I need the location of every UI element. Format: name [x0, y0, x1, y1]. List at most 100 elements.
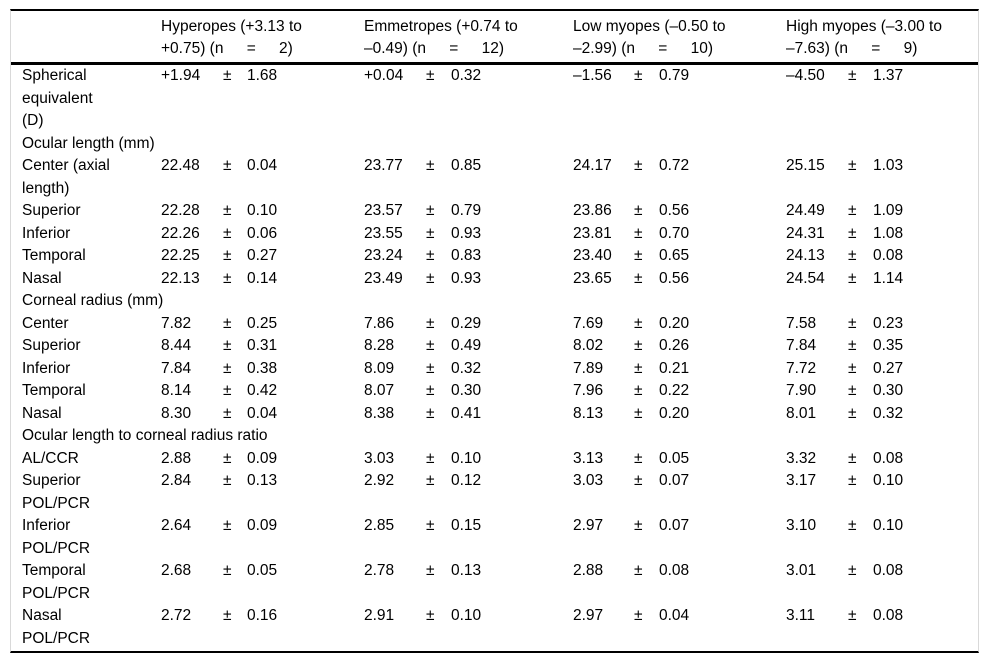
plus-minus-sign: ±	[634, 269, 643, 287]
header-hyperopes: Hyperopes (+3.13 to +0.75) (n = 2)	[161, 16, 364, 62]
mean-value: 3.03	[573, 472, 604, 489]
table-row: AL/CCR 2.88 ±0.09 3.03 ±0.10 3.13 ±0.05 3.32 ±0.…	[11, 448, 978, 471]
plus-minus-sign: ±	[634, 314, 643, 332]
row-label: Nasal	[11, 268, 161, 291]
plus-minus-sign: ±	[426, 224, 435, 242]
header-high-myopes-line2: –7.63) (n = 9)	[786, 40, 918, 57]
header-hyperopes-line1: Hyperopes (+3.13 to	[161, 18, 302, 35]
mean-value: 7.89	[573, 359, 604, 377]
mean-value: 23.55	[364, 224, 403, 242]
plus-minus-sign: ±	[223, 404, 232, 422]
plus-minus-sign: ±	[848, 202, 857, 219]
sd-value: 0.25	[247, 314, 278, 332]
sd-value: 1.14	[873, 269, 904, 287]
sd-value: 0.79	[451, 202, 482, 219]
mean-value: 24.54	[786, 269, 825, 287]
sd-value: 0.13	[247, 472, 278, 489]
mean-value: 23.65	[573, 269, 612, 287]
row-label-line: POL/PCR	[22, 494, 91, 512]
mean-value: 8.14	[161, 382, 192, 399]
table-section-row: Ocular length (mm)	[11, 133, 978, 156]
header-divider-rule	[11, 62, 978, 65]
table-row: Spherical equivalent (D) +1.94 ±1.68 +0.04 ±0.…	[11, 65, 978, 133]
row-label: AL/CCR	[11, 448, 161, 471]
table-row: Temporal POL/PCR 2.68 ±0.05 2.78 ±0.13 2.88 ±0.…	[11, 560, 978, 605]
header-hyperopes-line2: +0.75) (n = 2)	[161, 40, 293, 57]
section-label: Corneal radius (mm)	[22, 292, 164, 309]
row-label: Superior POL/PCR	[11, 470, 161, 515]
mean-value: –4.50	[786, 67, 825, 84]
mean-value: 22.26	[161, 224, 200, 242]
plus-minus-sign: ±	[426, 247, 435, 264]
sd-value: 0.65	[659, 247, 690, 264]
mean-value: 2.68	[161, 562, 192, 579]
plus-minus-sign: ±	[848, 359, 857, 377]
table-row: Nasal 8.30 ±0.04 8.38 ±0.41 8.13 ±0.20 8.01 ±0.3…	[11, 403, 978, 426]
mean-value: 23.81	[573, 224, 612, 242]
plus-minus-sign: ±	[223, 67, 232, 84]
sd-value: 0.70	[659, 224, 690, 242]
mean-value: 24.13	[786, 247, 825, 264]
table-row: Superior 22.28 ±0.10 23.57 ±0.79 23.86 ±0.56 24…	[11, 200, 978, 223]
table-row: Temporal 22.25 ±0.27 23.24 ±0.83 23.40 ±0.65 24…	[11, 245, 978, 268]
row-label: Spherical equivalent (D)	[11, 65, 161, 133]
sd-value: 0.12	[451, 472, 482, 489]
sd-value: 0.93	[451, 224, 482, 242]
sd-value: 1.08	[873, 224, 904, 242]
plus-minus-sign: ±	[223, 202, 232, 219]
sd-value: 1.68	[247, 67, 278, 84]
mean-value: +0.04	[364, 67, 404, 84]
plus-minus-sign: ±	[634, 562, 643, 579]
row-label-line: Center (axial	[22, 157, 110, 174]
sd-value: 0.85	[451, 157, 482, 174]
header-high-myopes-line1: High myopes (–3.00 to	[786, 18, 942, 35]
sd-value: 0.10	[451, 607, 482, 624]
sd-value: 0.14	[247, 269, 278, 287]
mean-value: +1.94	[161, 67, 201, 84]
plus-minus-sign: ±	[634, 382, 643, 399]
sd-value: 0.32	[451, 67, 482, 84]
mean-value: 2.97	[573, 607, 604, 624]
sd-value: 0.32	[873, 404, 904, 422]
row-label-line: Temporal	[22, 562, 86, 579]
sd-value: 0.27	[247, 247, 278, 264]
mean-value: 25.15	[786, 157, 825, 174]
row-label: Inferior	[11, 223, 161, 246]
row-label-line: Temporal	[22, 382, 86, 399]
row-label: Temporal	[11, 380, 161, 403]
plus-minus-sign: ±	[426, 449, 435, 467]
plus-minus-sign: ±	[223, 472, 232, 489]
row-label-line: POL/PCR	[22, 584, 91, 602]
table-row: Center 7.82 ±0.25 7.86 ±0.29 7.69 ±0.20 7.58 ±0.…	[11, 313, 978, 336]
plus-minus-sign: ±	[848, 314, 857, 332]
sd-value: 0.79	[659, 67, 690, 84]
plus-minus-sign: ±	[223, 314, 232, 332]
row-label-line: Superior	[22, 337, 81, 354]
row-label-line: Nasal	[22, 607, 62, 624]
plus-minus-sign: ±	[223, 449, 232, 467]
mean-value: 7.72	[786, 359, 817, 377]
plus-minus-sign: ±	[634, 337, 643, 354]
sd-value: 0.41	[451, 404, 482, 422]
plus-minus-sign: ±	[848, 472, 857, 489]
row-label: Center (axial length)	[11, 155, 161, 200]
header-low-myopes-line2: –2.99) (n = 10)	[573, 40, 713, 57]
plus-minus-sign: ±	[634, 404, 643, 422]
plus-minus-sign: ±	[634, 157, 643, 174]
mean-value: 24.49	[786, 202, 825, 219]
row-label-line: equivalent	[22, 89, 93, 107]
sd-value: 0.05	[659, 449, 690, 467]
sd-value: 0.04	[659, 607, 690, 624]
mean-value: 3.03	[364, 449, 395, 467]
sd-value: 0.05	[247, 562, 278, 579]
plus-minus-sign: ±	[223, 382, 232, 399]
plus-minus-sign: ±	[848, 157, 857, 174]
plus-minus-sign: ±	[634, 202, 643, 219]
plus-minus-sign: ±	[223, 562, 232, 579]
mean-value: 2.88	[161, 449, 192, 467]
sd-value: 0.22	[659, 382, 690, 399]
mean-value: 3.13	[573, 449, 604, 467]
mean-value: 7.84	[786, 337, 817, 354]
row-label-line: Spherical	[22, 67, 87, 84]
sd-value: 0.56	[659, 269, 690, 287]
